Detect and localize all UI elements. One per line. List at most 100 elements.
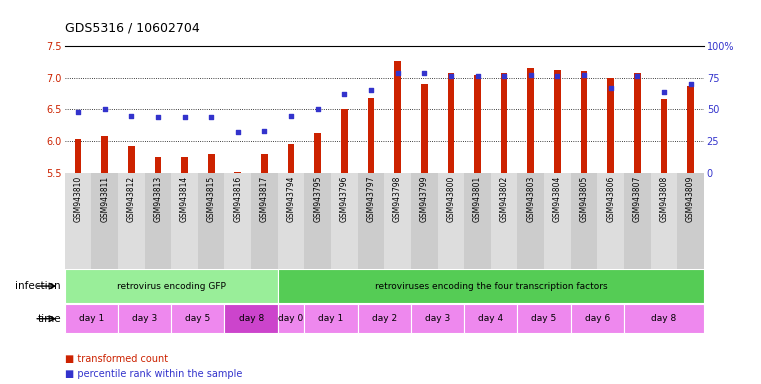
- Point: [419, 70, 431, 76]
- Bar: [368, 98, 374, 173]
- Bar: [624, 173, 651, 269]
- Text: GSM943800: GSM943800: [447, 176, 455, 222]
- Text: GSM943802: GSM943802: [500, 176, 508, 222]
- Text: retroviruses encoding the four transcription factors: retroviruses encoding the four transcrip…: [374, 281, 607, 291]
- Point: [578, 72, 590, 78]
- Bar: [677, 173, 704, 269]
- Bar: [278, 304, 304, 333]
- Bar: [358, 173, 384, 269]
- Text: day 3: day 3: [132, 314, 158, 323]
- Point: [604, 85, 616, 91]
- Point: [205, 114, 218, 120]
- Text: GSM943811: GSM943811: [100, 176, 109, 222]
- Text: infection: infection: [15, 281, 61, 291]
- Bar: [128, 146, 135, 173]
- Bar: [65, 173, 91, 269]
- Point: [471, 73, 484, 79]
- Text: GSM943804: GSM943804: [553, 176, 562, 222]
- Bar: [278, 173, 304, 269]
- Text: day 8: day 8: [651, 314, 677, 323]
- Bar: [491, 173, 517, 269]
- Text: day 5: day 5: [531, 314, 557, 323]
- Point: [338, 91, 350, 97]
- Bar: [171, 173, 198, 269]
- Bar: [154, 157, 161, 173]
- Text: GSM943794: GSM943794: [287, 176, 295, 222]
- Point: [391, 70, 403, 76]
- Bar: [581, 71, 587, 173]
- Bar: [251, 173, 278, 269]
- Bar: [181, 157, 188, 173]
- Bar: [75, 139, 81, 173]
- Text: GSM943795: GSM943795: [314, 176, 322, 222]
- Point: [178, 114, 190, 120]
- Text: GSM943817: GSM943817: [260, 176, 269, 222]
- Bar: [501, 73, 508, 173]
- Bar: [224, 304, 278, 333]
- Bar: [527, 68, 534, 173]
- Point: [658, 89, 670, 95]
- Text: day 1: day 1: [318, 314, 344, 323]
- Bar: [65, 270, 278, 303]
- Bar: [544, 173, 571, 269]
- Bar: [651, 173, 677, 269]
- Text: GSM943797: GSM943797: [367, 176, 375, 222]
- Bar: [438, 173, 464, 269]
- Bar: [571, 304, 624, 333]
- Point: [444, 73, 457, 79]
- Bar: [278, 270, 704, 303]
- Text: GSM943803: GSM943803: [527, 176, 535, 222]
- Point: [72, 109, 84, 115]
- Point: [551, 73, 563, 79]
- Bar: [624, 304, 704, 333]
- Bar: [661, 99, 667, 173]
- Bar: [607, 78, 614, 173]
- Text: GSM943805: GSM943805: [580, 176, 588, 222]
- Bar: [411, 173, 438, 269]
- Bar: [517, 173, 544, 269]
- Text: day 1: day 1: [78, 314, 104, 323]
- Bar: [314, 133, 321, 173]
- Bar: [224, 173, 251, 269]
- Point: [258, 128, 271, 134]
- Text: GSM943799: GSM943799: [420, 176, 428, 222]
- Bar: [474, 75, 481, 173]
- Text: day 4: day 4: [478, 314, 504, 323]
- Text: GSM943812: GSM943812: [127, 176, 135, 222]
- Point: [125, 113, 137, 119]
- Text: GSM943798: GSM943798: [393, 176, 402, 222]
- Bar: [65, 304, 118, 333]
- Text: GSM943808: GSM943808: [660, 176, 668, 222]
- Text: GSM943814: GSM943814: [180, 176, 189, 222]
- Bar: [571, 173, 597, 269]
- Bar: [118, 173, 145, 269]
- Text: day 0: day 0: [279, 314, 304, 323]
- Bar: [554, 70, 561, 173]
- Text: GDS5316 / 10602704: GDS5316 / 10602704: [65, 22, 199, 35]
- Point: [98, 106, 111, 113]
- Bar: [464, 304, 517, 333]
- Point: [285, 113, 297, 119]
- Bar: [145, 173, 171, 269]
- Text: day 5: day 5: [185, 314, 211, 323]
- Text: day 2: day 2: [371, 314, 397, 323]
- Bar: [118, 304, 171, 333]
- Bar: [394, 61, 401, 173]
- Point: [231, 129, 244, 135]
- Text: day 3: day 3: [425, 314, 451, 323]
- Text: GSM943806: GSM943806: [607, 176, 615, 222]
- Point: [631, 73, 643, 79]
- Bar: [304, 173, 331, 269]
- Point: [524, 72, 537, 78]
- Bar: [331, 173, 358, 269]
- Bar: [421, 84, 428, 173]
- Text: time: time: [37, 314, 61, 324]
- Bar: [384, 173, 411, 269]
- Bar: [171, 304, 224, 333]
- Text: GSM943809: GSM943809: [686, 176, 695, 222]
- Text: day 8: day 8: [238, 314, 264, 323]
- Bar: [101, 136, 108, 173]
- Text: GSM943801: GSM943801: [473, 176, 482, 222]
- Text: GSM943810: GSM943810: [74, 176, 82, 222]
- Text: GSM943813: GSM943813: [154, 176, 162, 222]
